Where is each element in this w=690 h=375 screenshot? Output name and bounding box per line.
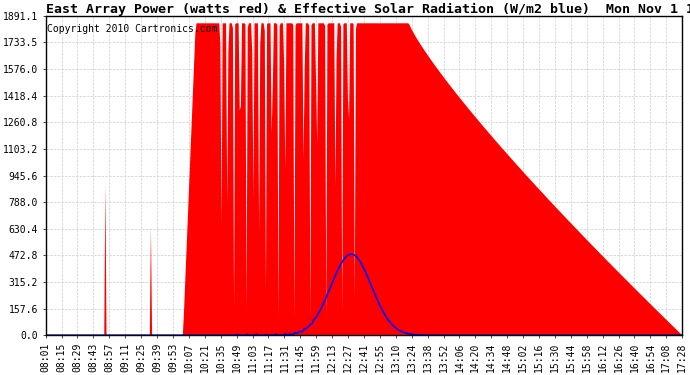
Text: Copyright 2010 Cartronics.com: Copyright 2010 Cartronics.com <box>47 24 217 34</box>
Text: East Array Power (watts red) & Effective Solar Radiation (W/m2 blue)  Mon Nov 1 : East Array Power (watts red) & Effective… <box>46 3 690 16</box>
